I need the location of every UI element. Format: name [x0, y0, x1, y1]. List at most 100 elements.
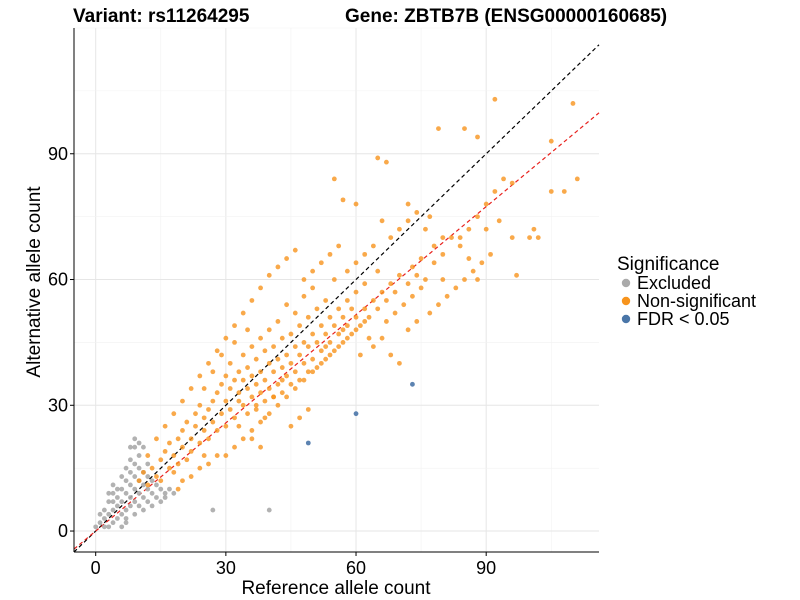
point-non-significant: [323, 298, 329, 303]
point-excluded: [149, 503, 155, 509]
point-excluded: [97, 520, 103, 526]
point-non-significant: [344, 323, 350, 329]
y-axis-title: Alternative allele count: [24, 186, 45, 378]
point-non-significant: [188, 436, 194, 442]
point-non-significant: [184, 419, 190, 425]
point-non-significant: [145, 482, 151, 488]
point-non-significant: [162, 448, 168, 454]
point-non-significant: [436, 302, 441, 308]
point-excluded: [123, 465, 129, 471]
point-non-significant: [353, 314, 359, 320]
point-non-significant: [535, 235, 541, 241]
point-fdr-0-05: [305, 440, 311, 446]
grid-lines: [74, 27, 599, 552]
point-non-significant: [349, 306, 355, 312]
point-non-significant: [379, 335, 385, 341]
point-excluded: [114, 495, 120, 500]
point-non-significant: [475, 214, 480, 220]
point-non-significant: [266, 360, 272, 366]
point-non-significant: [188, 474, 194, 479]
point-non-significant: [249, 298, 255, 303]
point-non-significant: [262, 348, 268, 354]
point-non-significant: [370, 243, 376, 249]
point-excluded: [132, 436, 138, 442]
point-non-significant: [457, 243, 463, 249]
point-non-significant: [310, 356, 316, 362]
point-non-significant: [475, 134, 480, 140]
point-non-significant: [154, 436, 159, 442]
point-non-significant: [219, 381, 224, 387]
point-non-significant: [383, 319, 389, 324]
point-non-significant: [162, 423, 168, 429]
point-non-significant: [440, 251, 446, 257]
point-excluded: [136, 503, 142, 509]
point-non-significant: [414, 272, 420, 278]
point-non-significant: [240, 310, 246, 316]
point-excluded: [97, 511, 103, 517]
point-excluded: [119, 474, 125, 479]
point-non-significant: [201, 386, 207, 391]
point-non-significant: [297, 415, 303, 421]
point-non-significant: [262, 377, 268, 383]
point-non-significant: [188, 386, 194, 391]
point-non-significant: [197, 465, 203, 471]
point-non-significant: [284, 373, 290, 379]
point-non-significant: [462, 126, 467, 132]
point-non-significant: [171, 453, 177, 458]
point-non-significant: [201, 453, 207, 458]
point-non-significant: [305, 369, 311, 375]
point-non-significant: [167, 440, 172, 446]
point-non-significant: [227, 386, 233, 391]
point-non-significant: [262, 398, 268, 404]
point-non-significant: [375, 268, 381, 274]
point-excluded: [154, 495, 159, 500]
point-excluded: [110, 499, 116, 505]
point-excluded: [171, 490, 177, 496]
point-non-significant: [201, 415, 207, 421]
point-non-significant: [258, 285, 263, 291]
point-non-significant: [383, 298, 389, 303]
point-non-significant: [310, 285, 316, 291]
point-non-significant: [180, 428, 185, 433]
point-non-significant: [275, 264, 281, 270]
point-excluded: [145, 474, 151, 479]
point-excluded: [106, 511, 112, 517]
point-excluded: [136, 465, 142, 471]
point-excluded: [141, 495, 146, 500]
point-excluded: [101, 507, 107, 513]
point-excluded: [106, 499, 112, 505]
point-non-significant: [431, 243, 437, 249]
point-non-significant: [266, 411, 272, 417]
point-non-significant: [336, 331, 342, 337]
point-non-significant: [223, 398, 229, 404]
point-non-significant: [301, 340, 307, 345]
point-non-significant: [180, 398, 185, 404]
point-excluded: [114, 516, 120, 521]
point-excluded: [266, 507, 272, 513]
point-non-significant: [193, 423, 198, 429]
legend-label-excluded: Excluded: [637, 273, 711, 293]
point-non-significant: [475, 277, 480, 282]
point-non-significant: [188, 448, 194, 454]
point-non-significant: [184, 457, 190, 463]
point-non-significant: [193, 411, 198, 417]
point-non-significant: [210, 369, 216, 375]
point-non-significant: [496, 218, 502, 224]
point-non-significant: [344, 268, 350, 274]
point-excluded: [106, 490, 112, 496]
point-non-significant: [353, 201, 359, 207]
point-non-significant: [418, 256, 424, 261]
point-excluded: [110, 507, 116, 513]
chart-title-gene: Gene: ZBTB7B (ENSG00000160685): [345, 6, 667, 27]
tick-labels: 0 30 60 90 0 30 60 90: [48, 144, 496, 578]
point-non-significant: [362, 251, 368, 257]
point-non-significant: [362, 306, 368, 312]
point-non-significant: [249, 436, 255, 442]
point-non-significant: [405, 218, 411, 224]
point-non-significant: [288, 423, 294, 429]
point-non-significant: [245, 365, 250, 370]
point-excluded: [123, 516, 129, 521]
point-non-significant: [253, 407, 259, 412]
point-non-significant: [301, 377, 307, 383]
